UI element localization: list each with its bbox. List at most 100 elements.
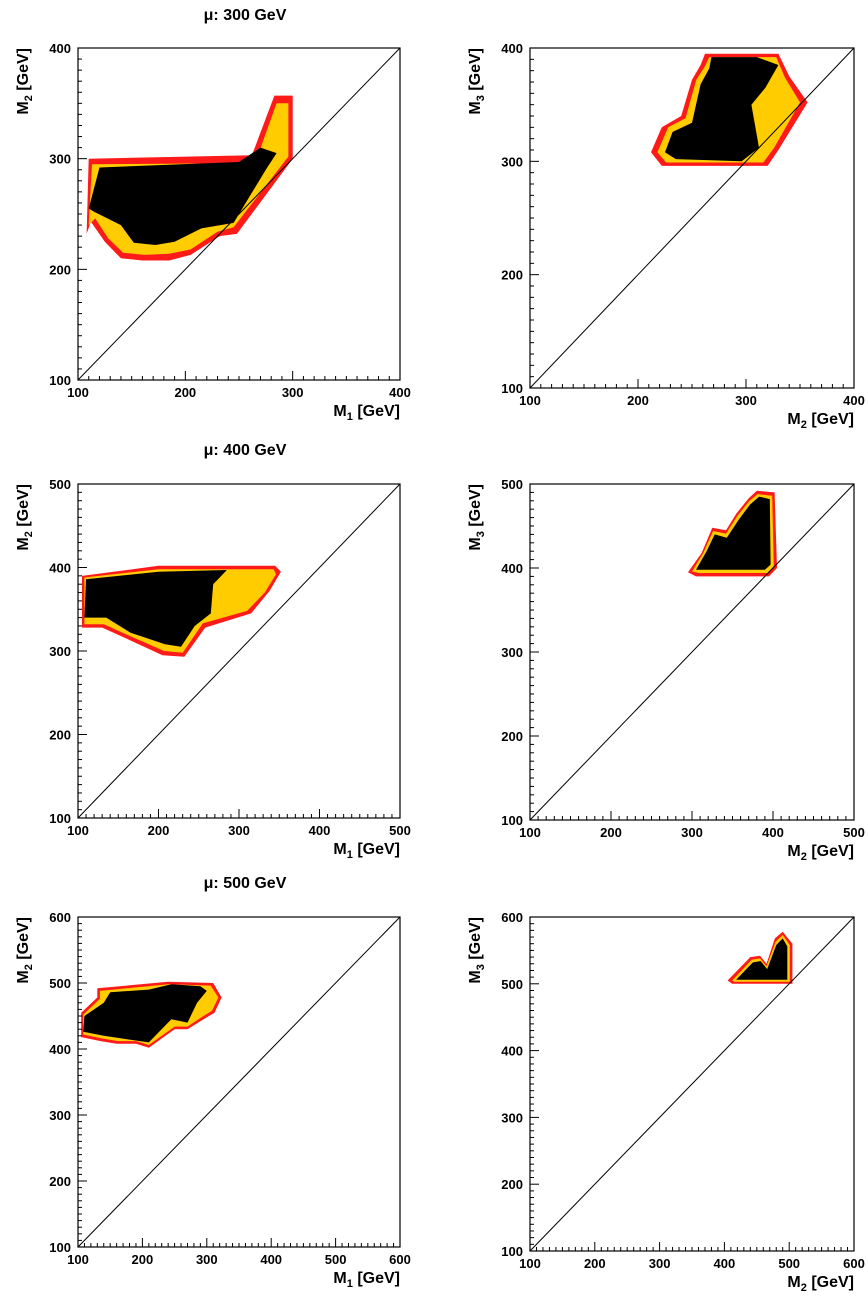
y-label-unit: [GeV] <box>15 917 32 964</box>
region-group <box>86 95 293 261</box>
x-tick-label: 400 <box>260 1252 282 1267</box>
x-label-sub: 1 <box>347 849 353 861</box>
x-tick-label: 300 <box>735 393 757 408</box>
y-tick-label: 600 <box>501 910 523 925</box>
diagonal-line <box>529 916 855 1252</box>
x-tick-label: 300 <box>649 1256 671 1271</box>
x-label-unit: [GeV] <box>807 1274 854 1291</box>
y-tick-label: 500 <box>501 477 523 492</box>
x-label-main: M <box>333 841 346 858</box>
y-label-unit: [GeV] <box>467 917 484 964</box>
region-core <box>83 984 207 1043</box>
x-label-main: M <box>333 403 346 420</box>
y-label-unit: [GeV] <box>467 484 484 531</box>
x-tick-label: 100 <box>519 1256 541 1271</box>
y-tick-label: 300 <box>49 152 71 167</box>
x-tick-label: 100 <box>519 825 541 840</box>
y-tick-label: 100 <box>49 811 71 826</box>
y-tick-label: 300 <box>501 645 523 660</box>
diagonal-line <box>529 47 855 389</box>
y-tick-label: 300 <box>501 154 523 169</box>
x-tick-label: 200 <box>600 825 622 840</box>
x-tick-label: 500 <box>389 823 411 838</box>
region-core <box>736 938 788 980</box>
diagonal-line <box>77 483 401 819</box>
y-tick-label: 400 <box>501 1044 523 1059</box>
x-axis-label: M2 [GeV] <box>787 411 854 431</box>
x-tick-label: 300 <box>681 825 703 840</box>
x-axis-label: M2 [GeV] <box>787 843 854 863</box>
x-tick-label: 600 <box>843 1256 865 1271</box>
y-tick-label: 200 <box>501 1177 523 1192</box>
x-axis-label: M1 [GeV] <box>333 841 400 861</box>
y-tick-label: 400 <box>501 41 523 56</box>
x-tick-label: 300 <box>196 1252 218 1267</box>
x-label-sub: 2 <box>801 851 807 863</box>
y-label-sub: 3 <box>475 964 487 970</box>
x-tick-label: 200 <box>584 1256 606 1271</box>
x-tick-label: 200 <box>174 385 196 400</box>
y-tick-label: 200 <box>501 268 523 283</box>
chart-panel-3: μ: 400 GeV 100 200 300 400 500 100 200 300 400 500… <box>15 442 411 861</box>
region-group <box>651 53 808 166</box>
x-label-main: M <box>333 1270 346 1287</box>
y-label-sub: 2 <box>23 531 35 537</box>
y-tick-label: 200 <box>49 1174 71 1189</box>
x-label-unit: [GeV] <box>353 841 400 858</box>
x-tick-label: 400 <box>714 1256 736 1271</box>
x-tick-label: 500 <box>778 1256 800 1271</box>
x-tick-label: 500 <box>843 825 865 840</box>
y-tick-label: 100 <box>49 373 71 388</box>
x-tick-label: 100 <box>67 385 89 400</box>
y-label-main: M <box>15 101 32 114</box>
y-tick-label: 300 <box>49 644 71 659</box>
x-tick-label: 300 <box>282 385 304 400</box>
y-label-sub: 2 <box>23 964 35 970</box>
y-tick-label: 500 <box>49 976 71 991</box>
y-label-main: M <box>15 970 32 983</box>
x-label-unit: [GeV] <box>353 403 400 420</box>
x-label-main: M <box>787 411 800 428</box>
y-axis-label: M3 [GeV] <box>467 484 487 551</box>
y-tick-label: 200 <box>49 262 71 277</box>
y-axis-label: M3 [GeV] <box>467 48 487 115</box>
y-label-main: M <box>467 101 484 114</box>
x-label-main: M <box>787 843 800 860</box>
x-tick-label: 100 <box>67 823 89 838</box>
region-core <box>84 570 227 647</box>
y-tick-label: 500 <box>49 477 71 492</box>
y-tick-label: 400 <box>501 561 523 576</box>
x-tick-label: 300 <box>228 823 250 838</box>
x-tick-label: 200 <box>627 393 649 408</box>
x-tick-label: 200 <box>148 823 170 838</box>
y-label-main: M <box>467 970 484 983</box>
x-label-sub: 1 <box>347 1278 353 1290</box>
x-label-unit: [GeV] <box>807 843 854 860</box>
y-tick-label: 300 <box>501 1110 523 1125</box>
x-tick-label: 100 <box>67 1252 89 1267</box>
y-tick-label: 200 <box>501 729 523 744</box>
y-tick-label: 400 <box>49 41 71 56</box>
x-label-sub: 1 <box>347 411 353 423</box>
x-axis-label: M1 [GeV] <box>333 1270 400 1290</box>
y-tick-label: 100 <box>501 1244 523 1259</box>
y-tick-label: 400 <box>49 561 71 576</box>
y-tick-label: 300 <box>49 1108 71 1123</box>
mu-title: μ: 400 GeV <box>204 442 287 459</box>
x-tick-label: 200 <box>132 1252 154 1267</box>
y-label-sub: 3 <box>475 95 487 101</box>
y-label-main: M <box>15 537 32 550</box>
x-tick-label: 400 <box>762 825 784 840</box>
y-axis-label: M2 [GeV] <box>15 484 35 551</box>
x-tick-label: 500 <box>325 1252 347 1267</box>
diagonal-line <box>77 916 401 1248</box>
y-label-unit: [GeV] <box>15 48 32 95</box>
x-tick-label: 600 <box>389 1252 411 1267</box>
y-tick-label: 500 <box>501 977 523 992</box>
region-group <box>82 565 281 657</box>
region-group <box>81 981 222 1048</box>
y-tick-label: 400 <box>49 1042 71 1057</box>
